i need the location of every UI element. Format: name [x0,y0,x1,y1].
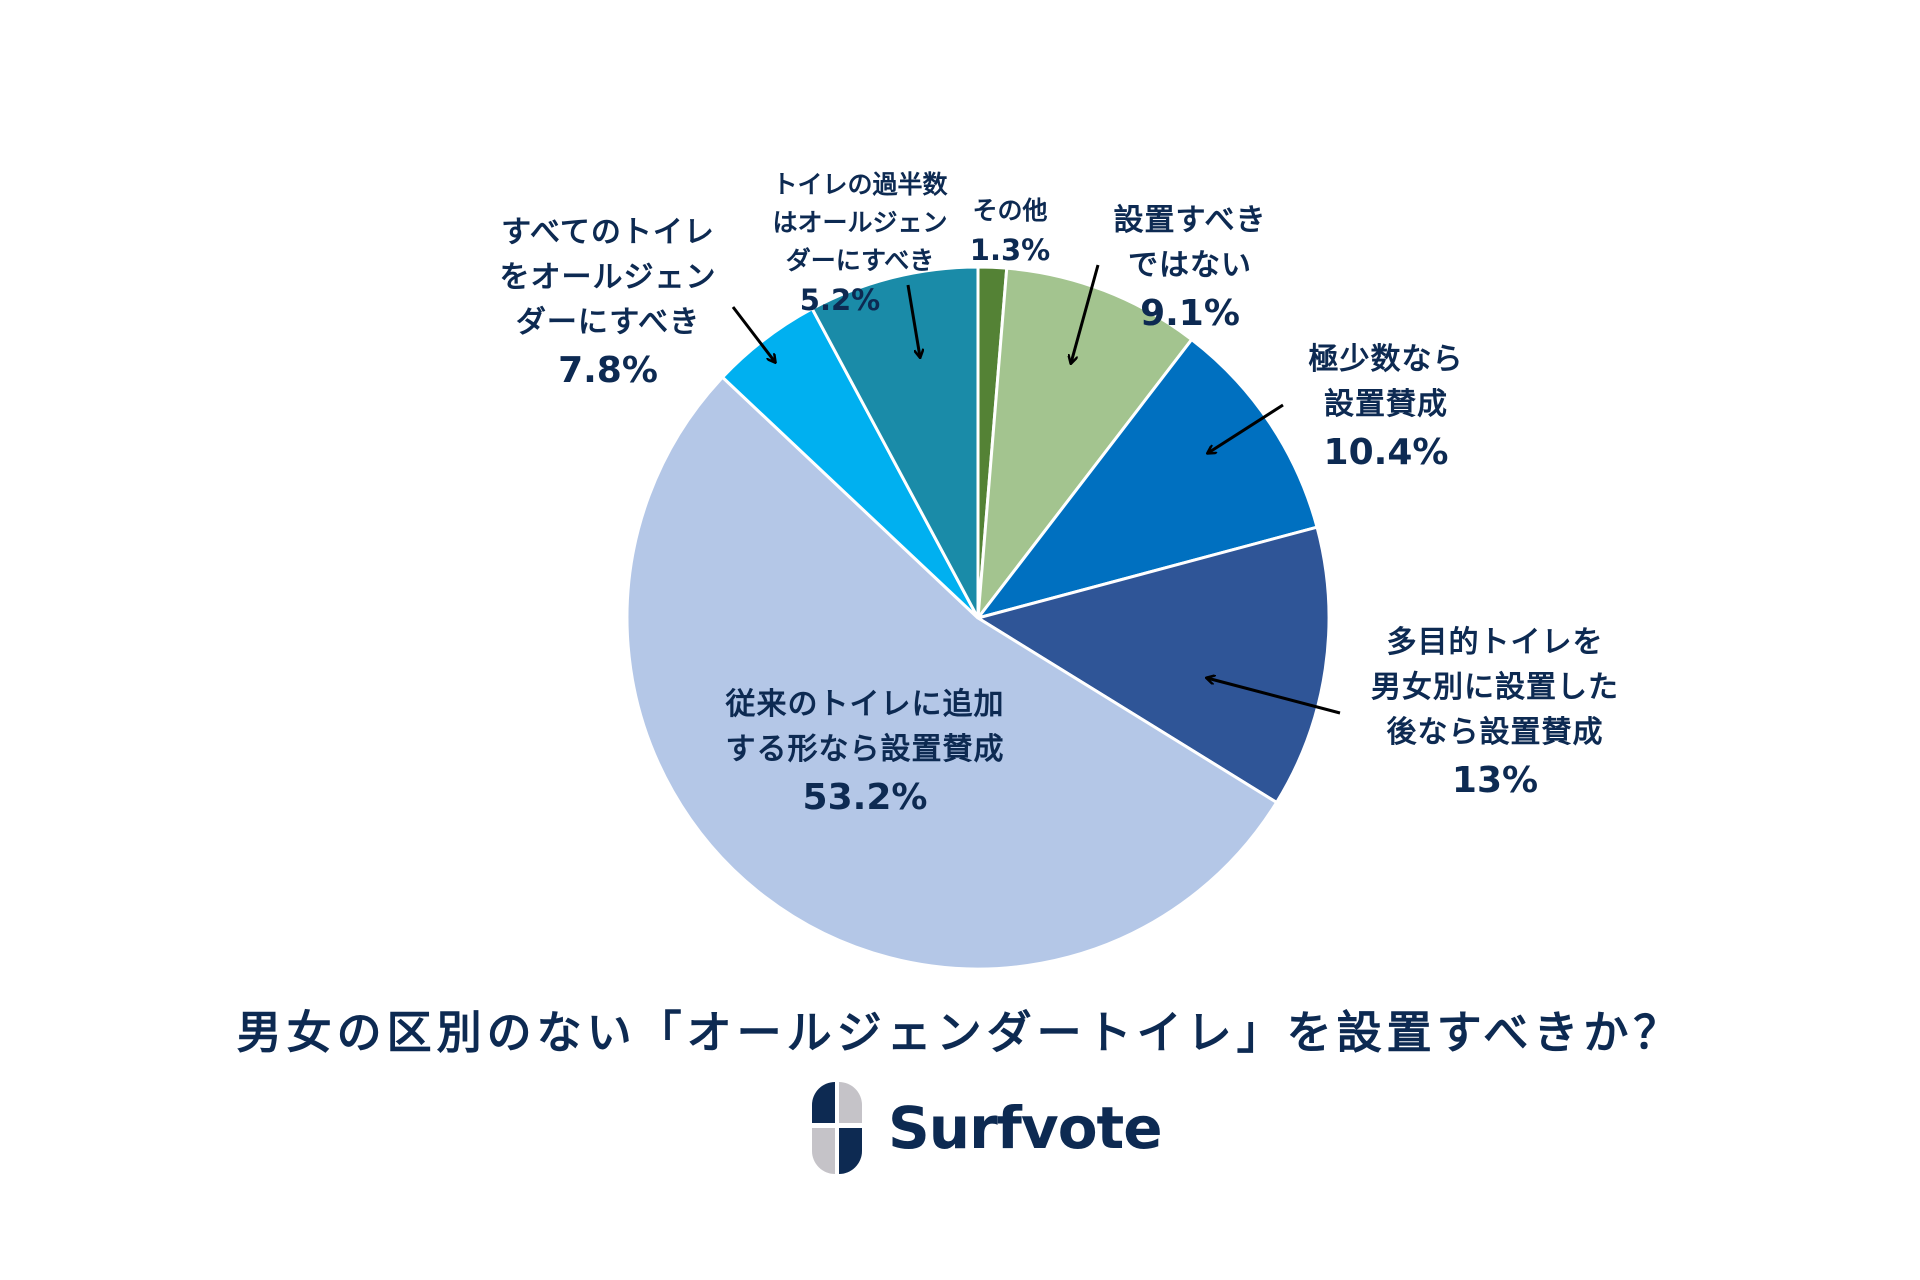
label-multipurpose: 多目的トイレを 男女別に設置した 後なら設置賛成 13% [1345,620,1645,807]
label-few-ok: 極少数なら 設置賛成 10.4% [1296,337,1476,479]
label-all-toilets-pct: 7.8% [558,350,658,391]
label-few-ok-line-2: 設置賛成 [1324,387,1448,422]
label-additional-line-2: する形なら設置賛成 [725,732,1005,767]
brand-name: Surfvote [888,1094,1163,1162]
label-should-not-line-1: 設置すべき [1113,203,1267,238]
callout-arrows [731,264,1341,715]
label-additional: 従来のトイレに追加 する形なら設置賛成 53.2% [680,682,1050,824]
pie-slice [810,265,980,619]
label-multipurpose-line-3: 後なら設置賛成 [1386,715,1604,750]
label-few-ok-line-1: 極少数なら [1308,342,1464,377]
label-multipurpose-line-1: 多目的トイレを [1386,625,1604,660]
pie-slice [625,375,1279,971]
arrow-should-not [1071,264,1100,363]
label-all-toilets: すべてのトイレ をオールジェン ダーにすべき 7.8% [478,210,738,397]
arrow-multipurpose [1207,678,1341,715]
arrow-few-ok [1208,403,1284,453]
pie-slice [974,525,1331,805]
label-majority-line-2: はオールジェン [772,208,948,237]
label-majority-line-3: ダーにすべき [785,246,935,275]
label-other-pct: 1.3% [969,233,1051,267]
chart-title: 男女の区別のない「オールジェンダートイレ」を設置すべきか？ [236,1006,1684,1059]
arrow-all-toilets [731,306,775,362]
label-other-line: その他 [972,196,1048,225]
label-majority: トイレの過半数 はオールジェン ダーにすべき 5.2% [755,166,965,320]
label-majority-pct: 5.2% [799,283,881,317]
label-should-not-pct: 9.1% [1140,293,1240,334]
label-few-ok-pct: 10.4% [1323,432,1449,473]
label-additional-pct: 53.2% [802,777,928,818]
label-all-toilets-line-2: をオールジェン [499,260,717,295]
label-multipurpose-pct: 13% [1451,760,1539,801]
pie-slices [625,265,1331,971]
brand-logo: Surfvote [812,1082,1163,1174]
surfvote-logo-icon [812,1082,862,1174]
label-multipurpose-line-2: 男女別に設置した [1371,670,1619,705]
arrow-majority [906,284,920,357]
label-all-toilets-line-3: ダーにすべき [515,305,701,340]
label-majority-line-1: トイレの過半数 [772,170,948,199]
label-additional-line-1: 従来のトイレに追加 [725,687,1005,722]
pie-slice [976,266,1194,623]
label-other: その他 1.3% [960,192,1060,270]
label-should-not: 設置すべき ではない 9.1% [1090,198,1290,340]
label-all-toilets-line-1: すべてのトイレ [501,215,715,250]
label-should-not-line-2: ではない [1128,248,1252,283]
